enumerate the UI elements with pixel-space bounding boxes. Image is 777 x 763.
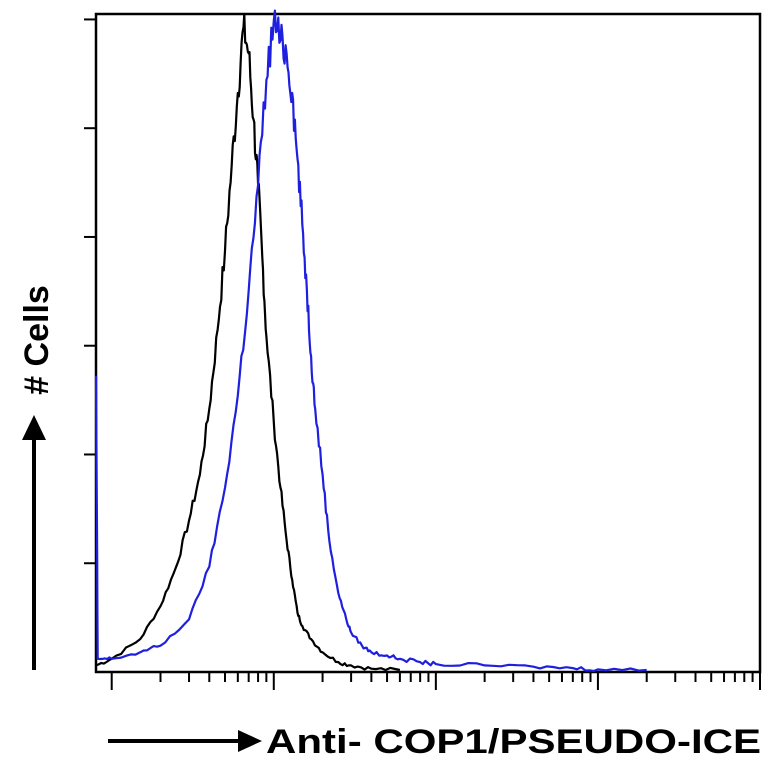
plot-frame [94, 12, 762, 674]
series-layer [94, 9, 647, 673]
x-axis-label: Anti- COP1/PSEUDO-ICE [266, 723, 761, 761]
y-axis-arrow [22, 415, 46, 670]
y-axis-label: # Cells [18, 285, 56, 395]
x-axis-ticks [110, 672, 761, 690]
plot-border [94, 12, 762, 674]
control-histogram [95, 13, 401, 672]
antibody-histogram [94, 9, 647, 673]
y-axis-ticks [84, 18, 96, 565]
x-axis-arrow [108, 730, 262, 752]
